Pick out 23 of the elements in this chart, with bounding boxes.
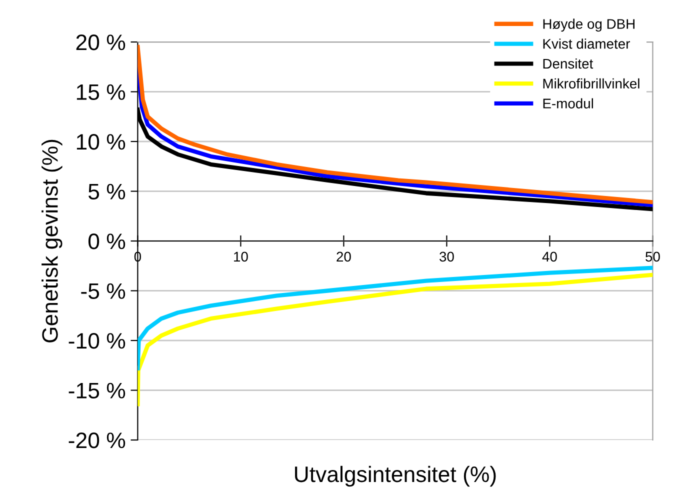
x-tick-label: 40 [542, 252, 557, 262]
legend-label: E-modul [543, 98, 594, 108]
y-tick-label: -10 % [68, 333, 126, 349]
y-tick-label: -15 % [68, 382, 126, 399]
x-tick-label: 20 [336, 252, 351, 262]
y-tick-label: 15 % [76, 84, 126, 100]
legend-label: Høyde og DBH [543, 18, 634, 32]
y-tick-label: -5 % [81, 283, 126, 300]
x-tick-label: 50 [646, 252, 660, 262]
x-tick-label: 10 [234, 252, 248, 262]
y-axis-title: Genetisk gevinst (%) [42, 140, 62, 342]
x-tick-label: 30 [440, 252, 454, 262]
line-series [138, 266, 653, 370]
y-tick-label: 5 % [88, 184, 126, 200]
legend-label: Mikrofibrillvinkel [543, 78, 640, 89]
legend-label: Densitet [543, 58, 594, 69]
y-tick-label: -20 % [68, 432, 126, 448]
line-series [138, 272, 653, 406]
legend-label: Kvist diameter [543, 38, 630, 49]
y-tick-label: 10 % [76, 134, 126, 150]
y-tick-label: 20 % [76, 34, 126, 50]
x-axis-title: Utvalgsintensitet (%) [295, 466, 496, 487]
y-tick-label: 0 % [88, 234, 126, 250]
